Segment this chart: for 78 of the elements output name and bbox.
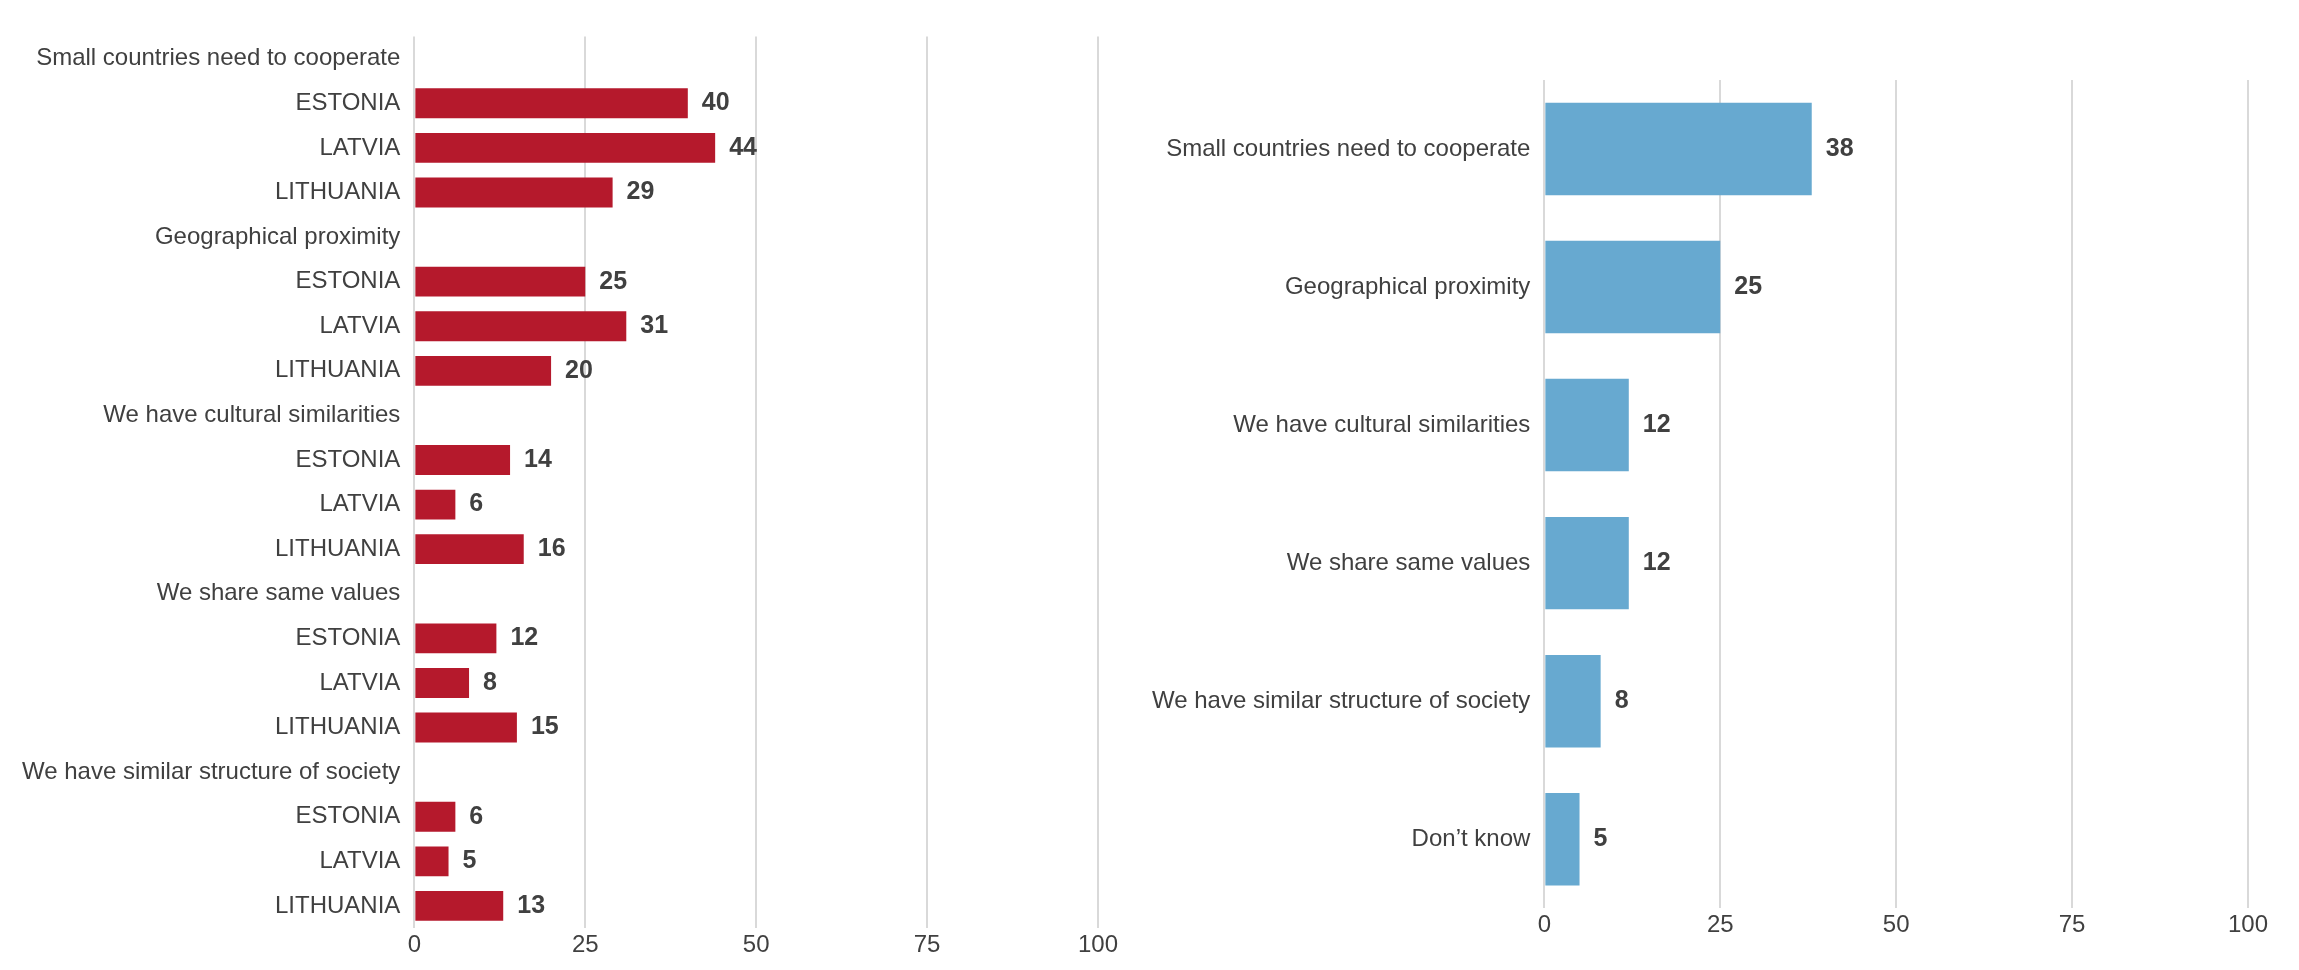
x-tick-label: 50 bbox=[1882, 910, 1910, 938]
bar bbox=[415, 712, 517, 743]
bar bbox=[415, 489, 456, 520]
data-label: 14 bbox=[524, 443, 552, 472]
data-label: 38 bbox=[1825, 132, 1854, 161]
y-tick-label: We share same values bbox=[1286, 547, 1531, 575]
x-tick-label: 100 bbox=[2227, 910, 2269, 938]
y-tick-label: LATVIA bbox=[319, 310, 401, 338]
y-tick-label: LATVIA bbox=[319, 489, 401, 517]
y-tick-label: We have cultural similarities bbox=[1233, 409, 1531, 437]
data-label: 15 bbox=[530, 711, 559, 740]
y-tick-label: LATVIA bbox=[319, 132, 401, 160]
bar bbox=[415, 534, 524, 565]
bar bbox=[1545, 792, 1580, 886]
bar bbox=[1545, 378, 1629, 472]
x-tick-label: 75 bbox=[913, 930, 941, 958]
data-label: 16 bbox=[537, 533, 566, 562]
data-label: 8 bbox=[1614, 685, 1629, 714]
y-tick-label: We have cultural similarities bbox=[103, 400, 401, 428]
data-label: 12 bbox=[1642, 408, 1671, 437]
bar bbox=[415, 311, 627, 342]
data-label: 20 bbox=[565, 354, 593, 383]
data-label: 44 bbox=[729, 131, 758, 160]
y-tick-label: Geographical proximity bbox=[154, 221, 401, 249]
bar bbox=[1545, 654, 1601, 748]
bar bbox=[415, 801, 456, 832]
y-tick-label: We have similar structure of society bbox=[21, 756, 401, 784]
data-label: 31 bbox=[640, 310, 669, 339]
bar bbox=[1545, 102, 1812, 196]
bar bbox=[415, 623, 497, 654]
x-tick-label: 75 bbox=[2058, 910, 2086, 938]
x-tick-label: 0 bbox=[1537, 910, 1552, 938]
y-tick-label: ESTONIA bbox=[295, 87, 401, 115]
data-label: 8 bbox=[483, 666, 498, 695]
data-label: 29 bbox=[626, 176, 655, 205]
y-tick-label: Small countries need to cooperate bbox=[1166, 133, 1531, 161]
data-label: 25 bbox=[1734, 270, 1763, 299]
y-tick-label: Don’t know bbox=[1411, 823, 1532, 851]
bar bbox=[415, 266, 586, 297]
bar bbox=[415, 668, 470, 698]
data-label: 12 bbox=[510, 622, 539, 651]
bar bbox=[415, 177, 613, 208]
bar bbox=[1545, 240, 1721, 334]
y-tick-label: LITHUANIA bbox=[274, 890, 401, 918]
data-label: 5 bbox=[462, 845, 477, 874]
y-tick-label: ESTONIA bbox=[295, 801, 401, 829]
data-label: 25 bbox=[599, 265, 628, 294]
y-tick-label: LITHUANIA bbox=[274, 355, 401, 383]
y-tick-label: Geographical proximity bbox=[1284, 271, 1531, 299]
bar bbox=[1545, 516, 1629, 610]
x-tick-label: 0 bbox=[407, 930, 422, 958]
data-label: 6 bbox=[469, 488, 484, 517]
x-tick-label: 100 bbox=[1077, 930, 1119, 958]
y-tick-label: LATVIA bbox=[319, 845, 401, 873]
y-tick-label: ESTONIA bbox=[295, 622, 401, 650]
x-tick-label: 50 bbox=[742, 930, 770, 958]
bar bbox=[415, 846, 449, 877]
y-tick-label: We have similar structure of society bbox=[1151, 685, 1531, 713]
y-tick-label: ESTONIA bbox=[295, 444, 401, 472]
y-tick-label: LITHUANIA bbox=[274, 177, 401, 205]
bar bbox=[415, 88, 688, 119]
data-label: 5 bbox=[1593, 823, 1608, 852]
y-tick-label: LITHUANIA bbox=[274, 533, 401, 561]
bar bbox=[415, 355, 552, 386]
data-label: 40 bbox=[701, 87, 730, 116]
bar bbox=[415, 445, 511, 475]
bar bbox=[415, 132, 716, 163]
y-tick-label: ESTONIA bbox=[295, 266, 401, 294]
y-tick-label: Small countries need to cooperate bbox=[36, 43, 401, 71]
x-tick-label: 25 bbox=[1706, 910, 1734, 938]
x-tick-label: 25 bbox=[571, 930, 599, 958]
data-label: 13 bbox=[517, 889, 546, 918]
y-tick-label: LATVIA bbox=[319, 667, 401, 695]
bar bbox=[415, 890, 504, 921]
y-tick-label: We share same values bbox=[156, 578, 401, 606]
data-label: 12 bbox=[1642, 547, 1671, 576]
data-label: 6 bbox=[469, 800, 484, 829]
y-tick-label: LITHUANIA bbox=[274, 712, 401, 740]
